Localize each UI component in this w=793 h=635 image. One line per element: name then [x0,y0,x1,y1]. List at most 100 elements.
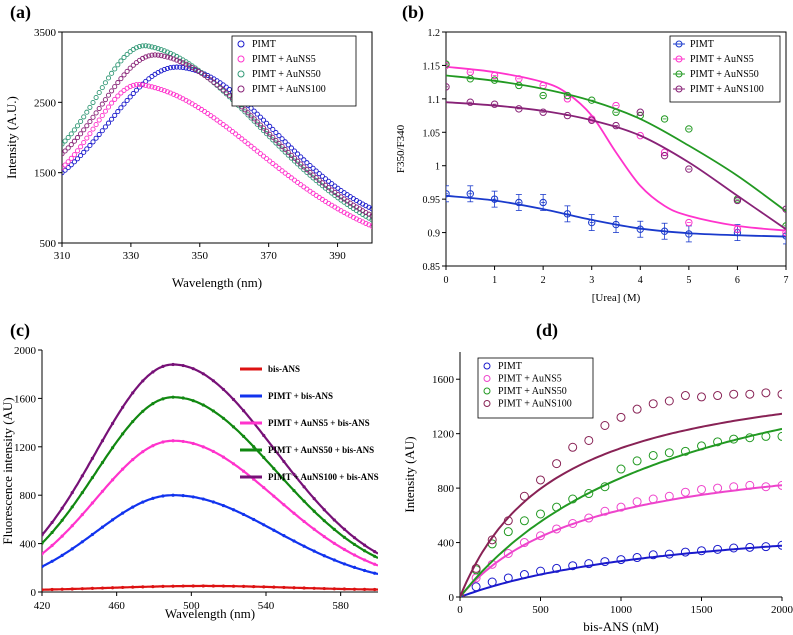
data-point [584,559,594,569]
data-point [90,476,94,480]
data-point [90,456,94,460]
data-point [254,148,260,154]
data-point [133,45,139,51]
data-point [260,153,267,159]
data-point [110,446,115,450]
data-point [713,483,723,493]
data-point [761,482,771,492]
data-point [100,439,105,443]
data-point [191,367,195,371]
data-point [270,134,276,140]
data-point [151,584,155,589]
data-point [563,111,572,120]
legend-label: PIMT + AuNS5 [690,54,754,65]
legend-marker [237,85,245,93]
data-point [171,64,177,70]
legend-label: PIMT + AuNS100 [690,84,764,95]
data-point [121,585,125,590]
data-point [118,105,124,111]
data-point [288,145,294,151]
data-point [42,541,44,545]
y-tick-label: 1200 [14,442,37,454]
data-point [81,139,87,146]
data-point [273,163,279,169]
y-tick-label: 0 [31,587,37,599]
fit-line [446,101,786,230]
data-point [70,547,74,551]
data-point [201,497,205,501]
data-point [167,55,174,61]
data-point [141,450,145,454]
data-point [264,128,270,134]
data-point [316,171,322,177]
data-point [273,140,279,146]
data-point [181,439,185,444]
data-point [761,431,771,441]
x-tick-label: 7 [784,275,789,286]
data-point [151,370,155,374]
data-point [267,131,273,137]
data-point [93,110,99,116]
x-tick-label: 5 [686,275,691,286]
data-point [112,66,118,72]
data-point [42,588,44,592]
data-point [254,111,260,117]
data-point [110,478,115,482]
data-point [90,586,94,590]
series-pimt-auns100 [62,52,372,219]
data-point [446,190,450,198]
data-point [121,54,127,61]
data-point [84,146,90,152]
data-point [167,65,174,71]
data-point [279,146,285,152]
data-point [242,584,246,588]
y-tick-label: 800 [438,483,455,495]
data-point [121,405,125,409]
fit-line [460,427,782,597]
data-point [503,527,513,537]
data-point [279,136,285,142]
data-point [322,508,326,512]
data-point [231,508,236,512]
data-point [262,485,266,490]
data-point [152,52,158,58]
data-point [80,540,84,544]
data-point [151,401,155,406]
data-point [713,437,723,447]
data-point [326,188,332,194]
data-point [96,105,102,112]
data-point [229,129,236,135]
data-point [552,459,562,469]
x-axis-title: [Urea] (M) [592,292,641,304]
data-point [584,435,594,445]
data-point [231,584,236,588]
data-point [254,121,260,127]
data-point [164,89,170,95]
data-point [487,535,497,545]
data-point [519,491,529,501]
data-point [74,148,81,154]
data-point [568,442,578,452]
plot-area [460,388,782,597]
x-tick-label: 2000 [771,604,793,616]
data-point [282,534,286,538]
data-point [664,396,674,406]
data-point [121,432,125,436]
legend-box [669,35,781,103]
data-point [164,54,170,60]
data-point [319,180,325,186]
data-point [177,64,183,70]
y-tick-label: 1600 [432,374,455,386]
data-point [50,559,54,563]
data-point [332,558,336,562]
data-point [301,157,307,163]
data-point [319,173,325,179]
y-tick-label: 400 [20,539,37,551]
data-point [242,469,246,473]
data-point [282,459,286,464]
y-tick-label: 0.95 [423,195,441,206]
data-point [552,502,562,512]
data-point [282,139,288,145]
data-point [515,198,523,207]
